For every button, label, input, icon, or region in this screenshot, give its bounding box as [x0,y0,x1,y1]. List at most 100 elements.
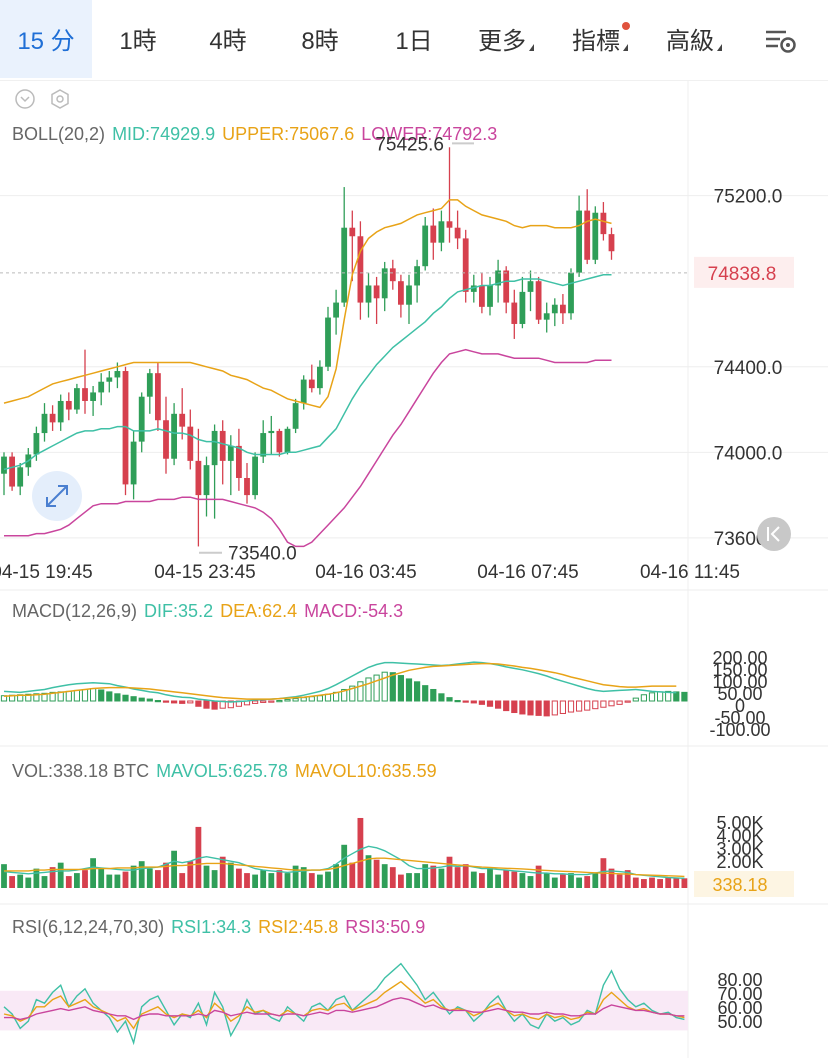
macd-bar [616,700,623,705]
macd-bar [551,700,558,716]
candle-body [163,420,169,459]
dropdown-triangle-icon [623,44,628,51]
volume-bar [519,873,526,888]
volume-bar [179,873,186,888]
macd-value: MACD:-54.3 [304,601,404,621]
candle-body [74,388,80,410]
candle-body [454,227,461,239]
volume-bar [106,874,113,888]
macd-bar [308,696,315,702]
boll-legend: BOLL(20,2) MID:74929.9 UPPER:75067.6 LOWER:… [12,124,504,145]
tab-label: 高級 [666,28,714,55]
macd-bar [219,700,226,709]
candle-body [519,291,526,324]
candle-body [90,392,96,401]
volume-bar [130,865,137,888]
macd-tick-label: -50.00 [714,708,765,728]
tab-label: 1時 [119,28,157,55]
candle-body [211,430,218,466]
volume-bar [333,864,339,888]
candle-body [41,413,48,434]
volume-bar [584,876,591,888]
volume-bar [576,877,582,888]
volume-bar [632,877,639,888]
volume-bar [600,858,607,888]
macd-bar [243,700,251,706]
candle-body [49,413,56,423]
volume-bar [454,867,461,888]
volume-bar [373,859,380,888]
macd-bar [17,694,24,702]
volume-bar [543,873,550,888]
macd-bar [495,700,502,709]
volume-bar [227,862,234,888]
vol-label: VOL:338.18 BTC [12,761,150,781]
macd-bar [584,700,591,711]
expand-arrows-icon[interactable] [32,471,82,521]
candle-body [470,285,477,292]
macd-bar [316,695,323,702]
tab-1d[interactable]: 1日 [374,0,454,78]
macd-bar [171,700,178,704]
macd-bar [511,700,518,714]
volume-bar [244,873,250,888]
volume-bar [146,868,153,888]
macd-bar [81,688,89,702]
candle-body [155,373,161,421]
volume-bar [9,876,15,888]
candle-body [414,266,420,286]
volume-bar [535,865,542,888]
collapse-circle-icon[interactable] [15,89,35,109]
candle-body [462,238,469,292]
rsi-tick-label: 50.00 [717,1012,762,1032]
macd-bar [179,700,186,704]
macd-bar [665,690,672,702]
chart-settings-icon[interactable] [760,26,800,56]
candle-body [381,268,388,299]
vol-mavol5-line [3,845,685,879]
volume-bar [616,874,623,888]
tab-4h[interactable]: 4時 [188,0,268,78]
current-price-tag [694,256,794,288]
tab-more[interactable]: 更多 [466,0,546,78]
tab-indicators[interactable]: 指標 [560,0,640,78]
candle-body [219,430,226,461]
tab-advanced[interactable]: 高級 [652,0,736,78]
volume-bar [41,876,48,888]
volume-bar [114,874,121,888]
double-chevron-left-icon[interactable] [757,517,791,551]
candle-body [495,270,501,286]
macd-legend: MACD(12,26,9) DIF:35.2 DEA:62.4 MACD:-54.3 [12,601,410,622]
macd-bar [162,700,170,703]
rsi-legend: RSI(6,12,24,70,30) RSI1:34.3 RSI2:45.8 RSI3… [12,917,432,938]
tab-label: 15 分 [17,28,75,55]
volume-bar [341,844,348,888]
macd-bar [0,695,8,702]
tab-15m[interactable]: 15 分 [0,0,92,78]
volume-bar [155,870,161,888]
candle-body [138,396,145,442]
macd-bar [648,692,656,702]
volume-bar [292,865,299,888]
candle-body [365,285,372,303]
macd-bar [349,685,356,702]
rsi-label: RSI(6,12,24,70,30) [12,917,165,937]
volume-bar [187,861,194,888]
macd-bar [138,697,145,702]
candle-body [57,400,64,423]
macd-bar [268,700,275,703]
candle-body [252,456,258,496]
macd-bar [98,689,105,702]
macd-bar [90,688,97,702]
volume-bar [381,864,388,888]
volume-bar [219,856,226,888]
macd-bar [33,693,40,702]
tab-label: 4時 [209,28,247,55]
tab-8h[interactable]: 8時 [280,0,360,78]
hexagon-settings-icon[interactable] [51,89,69,109]
macd-bar [57,691,64,702]
macd-bar [438,693,445,702]
volume-bar [1,864,7,888]
tab-1h[interactable]: 1時 [98,0,178,78]
